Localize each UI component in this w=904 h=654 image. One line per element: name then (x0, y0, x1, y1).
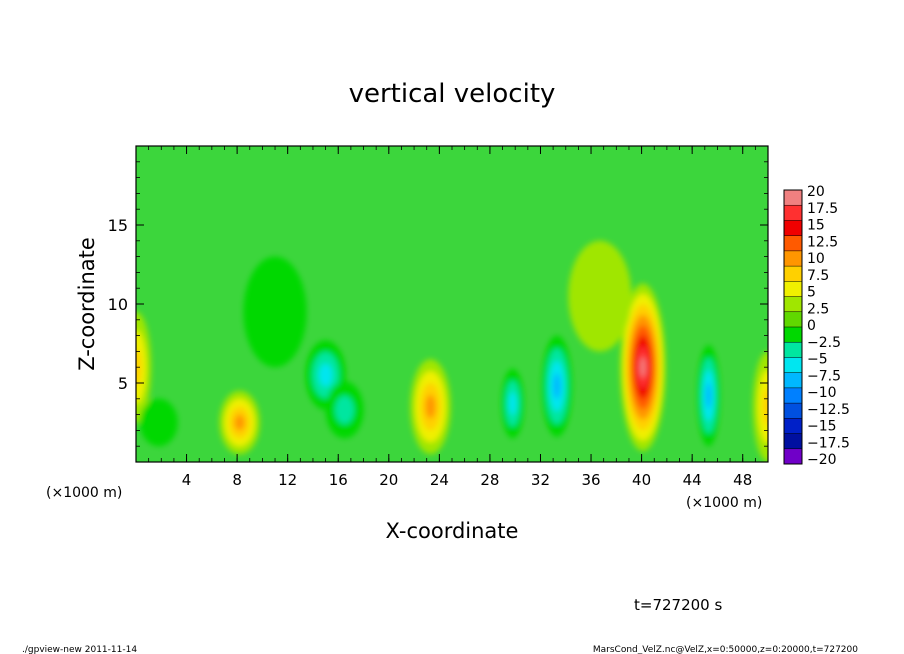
colorbar-swatch (784, 357, 802, 374)
x-unit-note-right: (×1000 m) (686, 495, 762, 511)
colorbar-swatch (784, 311, 802, 328)
y-tick-label: 15 (108, 216, 128, 235)
x-tick-label: 20 (379, 471, 398, 489)
colorbar-swatch (784, 235, 802, 252)
heatmap-level (508, 391, 517, 416)
colorbar-label: −17.5 (807, 435, 850, 451)
x-tick-label: 32 (531, 471, 550, 489)
heatmap-level (425, 394, 436, 419)
x-axis-label: X-coordinate (386, 519, 519, 543)
heatmap-field (136, 146, 768, 462)
colorbar-swatch (784, 220, 802, 237)
x-tick-label: 12 (278, 471, 297, 489)
heatmap-feature (541, 335, 573, 437)
colorbar: 2017.51512.5107.552.50−2.5−5−7.5−10−12.5… (783, 184, 850, 468)
colorbar-label: 12.5 (807, 234, 838, 250)
colorbar-label: 0 (807, 318, 816, 334)
heatmap-feature (697, 345, 720, 447)
colorbar-swatch (784, 403, 802, 419)
heatmap-feature (620, 283, 666, 451)
colorbar-swatch (784, 296, 802, 313)
footer-right-label: MarsCond_VelZ.nc@VelZ,x=0:50000,z=0:2000… (593, 645, 858, 654)
x-tick-label: 44 (683, 471, 702, 489)
colorbar-swatch (784, 205, 802, 221)
y-axis-label: Z-coordinate (75, 237, 99, 371)
y-tick-label: 5 (118, 374, 128, 393)
heatmap-feature (219, 390, 260, 455)
heatmap-level (553, 373, 561, 399)
heatmap-level (234, 414, 245, 431)
footer-left-label: ./gpview-new 2011-11-14 (22, 645, 137, 654)
y-tick-label: 10 (108, 295, 128, 314)
heatmap-level (335, 395, 355, 425)
colorbar-label: 7.5 (807, 268, 829, 284)
colorbar-label: −5 (807, 352, 828, 368)
colorbar-label: −12.5 (807, 402, 850, 418)
colorbar-swatch (784, 372, 802, 389)
heatmap-feature (139, 398, 178, 447)
colorbar-label: 20 (807, 184, 825, 200)
heatmap-level (318, 363, 333, 387)
x-tick-label: 28 (480, 471, 499, 489)
colorbar-swatch (784, 448, 802, 465)
colorbar-swatch (784, 327, 802, 343)
x-tick-label: 40 (632, 471, 651, 489)
time-label: t=727200 s (634, 596, 722, 614)
heatmap-feature (410, 359, 451, 455)
colorbar-label: −10 (807, 385, 837, 401)
heatmap-feature (752, 351, 768, 462)
colorbar-swatch (784, 342, 802, 358)
colorbar-swatch (784, 387, 802, 404)
colorbar-swatch (784, 190, 802, 206)
colorbar-swatch (784, 418, 802, 435)
heatmap-feature (136, 311, 152, 423)
x-tick-label: 16 (329, 471, 348, 489)
colorbar-label: 15 (807, 218, 825, 234)
colorbar-label: 10 (807, 251, 825, 267)
colorbar-label: −2.5 (807, 335, 841, 351)
heatmap-level (705, 383, 712, 409)
x-tick-label: 8 (232, 471, 242, 489)
x-axis-ticks: 4 8 12 16 20 24 28 32 36 40 44 48 (148, 146, 756, 489)
colorbar-label: −20 (807, 452, 837, 468)
colorbar-label: 2.5 (807, 301, 829, 317)
colorbar-swatch (784, 250, 802, 267)
heatmap-level (243, 256, 307, 368)
x-tick-label: 36 (581, 471, 600, 489)
colorbar-label: −7.5 (807, 368, 841, 384)
heatmap-feature (243, 256, 307, 368)
chart-title: vertical velocity (349, 79, 556, 109)
colorbar-label: −15 (807, 419, 837, 435)
x-tick-label: 4 (182, 471, 192, 489)
colorbar-label: 5 (807, 285, 816, 301)
heatmap-feature (325, 381, 364, 439)
x-unit-note-left: (×1000 m) (46, 485, 122, 501)
heatmap-level (568, 240, 632, 352)
heatmap-level (762, 388, 768, 426)
colorbar-swatch (784, 266, 802, 282)
colorbar-swatch (784, 433, 802, 450)
y-axis-ticks: 5 10 15 (108, 161, 768, 447)
heatmap-level (139, 398, 178, 447)
colorbar-label: 17.5 (807, 201, 838, 217)
x-tick-label: 48 (733, 471, 752, 489)
heatmap-feature (501, 368, 525, 439)
colorbar-swatch (784, 281, 802, 298)
heatmap-level (640, 356, 646, 378)
heatmap-feature (568, 240, 632, 352)
x-tick-label: 24 (430, 471, 449, 489)
